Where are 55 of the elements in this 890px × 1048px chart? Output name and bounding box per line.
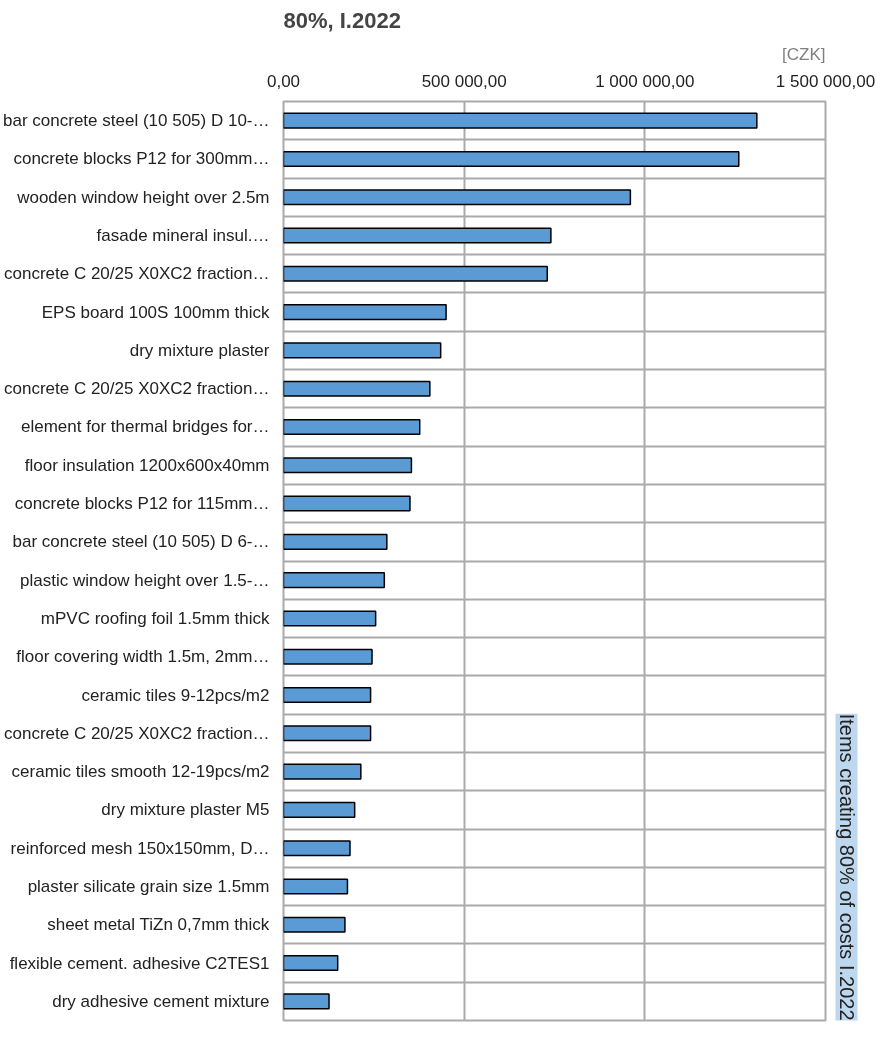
- y-tick-label: floor covering width 1.5m, 2mm…: [16, 647, 270, 667]
- y-tick-label: element for thermal bridges for…: [21, 417, 270, 437]
- x-axis-title: [CZK]: [782, 44, 826, 64]
- y-tick-label: dry mixture plaster M5: [101, 800, 270, 820]
- y-tick-label: dry adhesive cement mixture: [52, 991, 270, 1011]
- y-tick-label: wooden window height over 2.5m: [16, 187, 270, 207]
- bar: [283, 418, 421, 435]
- x-tick-label: 1 000 000,00: [595, 71, 695, 91]
- bar: [283, 916, 346, 933]
- y-tick-label: reinforced mesh 150x150mm, D…: [10, 838, 270, 858]
- bar: [283, 648, 373, 665]
- bar: [283, 189, 632, 206]
- y-tick-label: ceramic tiles 9-12pcs/m2: [81, 685, 270, 705]
- bar: [283, 687, 372, 704]
- y-tick-label: plaster silicate grain size 1.5mm: [27, 876, 270, 896]
- y-tick-label: dry mixture plaster: [129, 340, 270, 360]
- chart-title: 80%, I.2022: [283, 7, 401, 33]
- x-tick-label: 500 000,00: [421, 71, 507, 91]
- bar: [283, 304, 447, 321]
- y-tick-label: flexible cement. adhesive C2TES1: [9, 953, 270, 973]
- bar: [283, 533, 388, 550]
- bar: [283, 801, 356, 818]
- bar: [283, 840, 351, 857]
- x-tick-label: 1 500 000,00: [775, 71, 876, 91]
- y-tick-label: concrete blocks P12 for 300mm…: [13, 149, 270, 169]
- bar: [283, 495, 411, 512]
- bar: [283, 955, 339, 972]
- bar: [283, 610, 377, 627]
- text: Items creating 80% of costs I.2022: [835, 713, 858, 1021]
- y-tick-label: concrete C 20/25 X0XC2 fraction…: [3, 723, 270, 743]
- y-tick-label: fasade mineral insul.…: [96, 226, 270, 246]
- bar: [283, 572, 386, 589]
- bar: [283, 227, 552, 244]
- bar: [283, 763, 362, 780]
- bar: [283, 457, 413, 474]
- y-tick-label: concrete C 20/25 X0XC2 fraction…: [3, 379, 270, 399]
- bar: [283, 150, 740, 167]
- y-tick-label: mPVC roofing foil 1.5mm thick: [40, 608, 270, 628]
- bar: [283, 112, 758, 129]
- y-tick-label: concrete C 20/25 X0XC2 fraction…: [3, 264, 270, 284]
- bar: [283, 878, 349, 895]
- bar: [283, 380, 431, 397]
- y-tick-label: bar concrete steel (10 505) D 10-…: [3, 111, 270, 131]
- bar: [283, 993, 330, 1010]
- y-tick-label: bar concrete steel (10 505) D 6-…: [12, 532, 270, 552]
- y-tick-label: EPS board 100S 100mm thick: [41, 302, 270, 322]
- bar: [283, 725, 372, 742]
- y-tick-label: floor insulation 1200x600x40mm: [24, 455, 270, 475]
- y-tick-label: ceramic tiles smooth 12-19pcs/m2: [11, 762, 270, 782]
- bar: [283, 342, 442, 359]
- y-tick-label: sheet metal TiZn 0,7mm thick: [47, 915, 270, 935]
- y-tick-label: concrete blocks P12 for 115mm…: [14, 494, 270, 514]
- bar: [283, 265, 549, 282]
- x-tick-label: 0,00: [266, 71, 301, 91]
- y-tick-label: plastic window height over 1.5-…: [20, 570, 270, 590]
